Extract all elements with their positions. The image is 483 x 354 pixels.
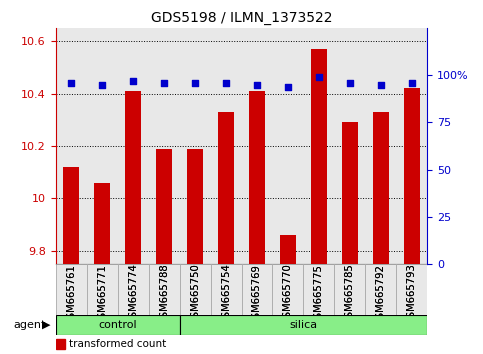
Text: control: control [98,320,137,330]
Point [160,80,168,86]
Text: transformed count: transformed count [69,339,166,349]
Text: silica: silica [289,320,317,330]
Text: GSM665788: GSM665788 [159,264,169,324]
Bar [117,264,149,315]
Bar [311,49,327,264]
Text: GSM665770: GSM665770 [283,264,293,325]
Text: GSM665785: GSM665785 [345,264,355,325]
Bar [242,264,272,315]
Bar [218,112,234,264]
Bar [280,235,296,264]
Point [408,80,416,86]
Bar [366,264,397,315]
Bar [404,88,420,264]
Bar [63,167,79,264]
Text: GSM665774: GSM665774 [128,264,138,325]
Text: GSM665750: GSM665750 [190,264,200,325]
Point [222,80,230,86]
Text: GSM665754: GSM665754 [221,264,231,325]
Text: GSM665770: GSM665770 [283,264,293,325]
Bar [180,315,427,335]
Title: GDS5198 / ILMN_1373522: GDS5198 / ILMN_1373522 [151,11,332,24]
Bar [249,91,265,264]
Bar [211,264,242,315]
Text: GSM665775: GSM665775 [314,264,324,325]
Bar [342,122,358,264]
Point [346,80,354,86]
Point [315,74,323,80]
Point [129,78,137,84]
Bar [272,264,303,315]
Point [284,84,292,90]
Text: GSM665774: GSM665774 [128,264,138,325]
Text: GSM665793: GSM665793 [407,264,417,325]
Point [191,80,199,86]
Text: GSM665771: GSM665771 [97,264,107,325]
Point [253,82,261,88]
Bar [56,339,65,349]
Text: GSM665761: GSM665761 [66,264,76,325]
Bar [156,149,172,264]
Text: GSM665792: GSM665792 [376,264,386,325]
Text: GSM665775: GSM665775 [314,264,324,325]
Bar [86,264,117,315]
Text: GSM665788: GSM665788 [159,264,169,324]
Text: GSM665761: GSM665761 [66,264,76,325]
Text: GSM665754: GSM665754 [221,264,231,325]
Point [67,80,75,86]
Point [278,296,286,302]
Text: GSM665769: GSM665769 [252,264,262,325]
Text: ▶: ▶ [42,320,51,330]
Bar [303,264,334,315]
Bar [125,91,141,264]
Bar [94,183,110,264]
Bar [56,264,86,315]
Text: agent: agent [14,320,46,330]
Bar [56,315,180,335]
Text: GSM665750: GSM665750 [190,264,200,325]
Bar [334,264,366,315]
Text: GSM665785: GSM665785 [345,264,355,325]
Bar [373,112,389,264]
Bar [180,264,211,315]
Text: GSM665793: GSM665793 [407,264,417,325]
Text: GSM665792: GSM665792 [376,264,386,325]
Bar [187,149,203,264]
Bar [149,264,180,315]
Text: GSM665769: GSM665769 [252,264,262,325]
Point [98,82,106,88]
Bar [397,264,427,315]
Text: GSM665771: GSM665771 [97,264,107,325]
Point [377,82,385,88]
